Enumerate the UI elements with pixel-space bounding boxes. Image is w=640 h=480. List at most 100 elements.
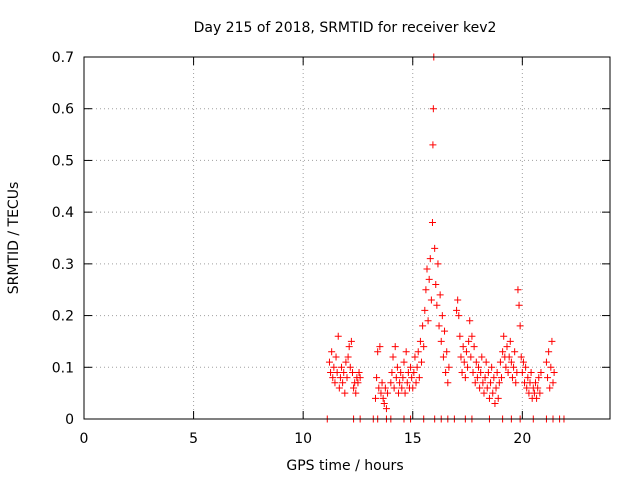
data-point: [511, 348, 519, 356]
data-point: [325, 358, 333, 366]
data-point: [458, 368, 466, 376]
data-point: [416, 337, 424, 345]
data-point: [546, 384, 554, 392]
data-point: [393, 363, 401, 371]
data-point: [439, 353, 447, 361]
data-point: [397, 368, 405, 376]
data-point: [477, 368, 485, 376]
data-point: [347, 337, 355, 345]
data-point: [435, 322, 443, 330]
data-point: [527, 368, 535, 376]
data-point: [327, 368, 335, 376]
data-point: [506, 337, 514, 345]
data-point: [542, 358, 550, 366]
data-point: [338, 363, 346, 371]
data-point: [355, 368, 363, 376]
data-point: [534, 384, 542, 392]
data-point: [485, 394, 493, 402]
data-point: [544, 374, 552, 382]
data-point: [548, 337, 556, 345]
data-point: [467, 353, 475, 361]
data-point: [470, 343, 478, 351]
data-point: [415, 374, 423, 382]
data-point: [482, 358, 490, 366]
data-point: [471, 379, 479, 387]
axis-ticks: 0 0.1 0.2 0.3 0.4 0.5 0.6 0.7 0 5 10 15 20: [52, 50, 610, 447]
data-point: [332, 353, 340, 361]
data-point: [421, 306, 429, 314]
data-point: [339, 379, 347, 387]
data-point: [345, 343, 353, 351]
data-point: [481, 374, 489, 382]
data-point: [387, 379, 395, 387]
data-point: [340, 368, 348, 376]
chart-title: Day 215 of 2018, SRMTID for receiver kev…: [194, 20, 497, 36]
data-point: [505, 353, 513, 361]
data-point: [377, 389, 385, 397]
data-point: [433, 301, 441, 309]
data-point: [348, 368, 356, 376]
data-point: [454, 296, 462, 304]
data-point: [494, 394, 502, 402]
data-point: [499, 348, 507, 356]
data-point: [428, 218, 436, 226]
data-point: [390, 384, 398, 392]
data-point: [336, 374, 344, 382]
data-point: [403, 379, 411, 387]
data-point: [432, 281, 440, 289]
data-point: [461, 374, 469, 382]
x-axis-label: GPS time / hours: [286, 458, 403, 474]
data-point: [483, 384, 491, 392]
data-point: [533, 394, 541, 402]
data-point: [456, 332, 464, 340]
data-point: [424, 317, 432, 325]
data-point: [420, 343, 428, 351]
data-point: [346, 363, 354, 371]
data-point: [400, 358, 408, 366]
data-point: [375, 384, 383, 392]
data-point: [479, 379, 487, 387]
data-point: [328, 348, 336, 356]
data-point: [490, 374, 498, 382]
data-point: [335, 384, 343, 392]
data-point: [388, 368, 396, 376]
data-point: [445, 363, 453, 371]
data-point: [413, 363, 421, 371]
data-point: [431, 244, 439, 252]
data-point: [503, 343, 511, 351]
data-point: [356, 374, 364, 382]
data-point: [478, 353, 486, 361]
data-point: [550, 368, 558, 376]
data-point: [352, 389, 360, 397]
data-point: [523, 384, 531, 392]
data-point: [414, 348, 422, 356]
data-point: [426, 255, 434, 263]
data-point: [425, 275, 433, 283]
data-point: [392, 374, 400, 382]
data-point: [489, 389, 497, 397]
data-point: [441, 327, 449, 335]
data-point: [331, 379, 339, 387]
data-point: [517, 353, 525, 361]
data-point: [376, 343, 384, 351]
data-point: [401, 389, 409, 397]
data-point: [378, 379, 386, 387]
data-point: [438, 312, 446, 320]
data-point: [495, 379, 503, 387]
data-point: [472, 358, 480, 366]
data-point: [436, 291, 444, 299]
data-point: [459, 343, 467, 351]
data-point: [444, 379, 452, 387]
data-point: [381, 384, 389, 392]
data-point: [465, 337, 473, 345]
data-point: [460, 358, 468, 366]
data-point: [419, 322, 427, 330]
data-point: [516, 322, 524, 330]
y-tick-label: 0: [65, 412, 74, 428]
plot-frame: [83, 56, 611, 420]
data-point: [488, 363, 496, 371]
data-point: [354, 379, 362, 387]
data-point: [402, 348, 410, 356]
data-point: [384, 389, 392, 397]
data-point: [493, 368, 501, 376]
